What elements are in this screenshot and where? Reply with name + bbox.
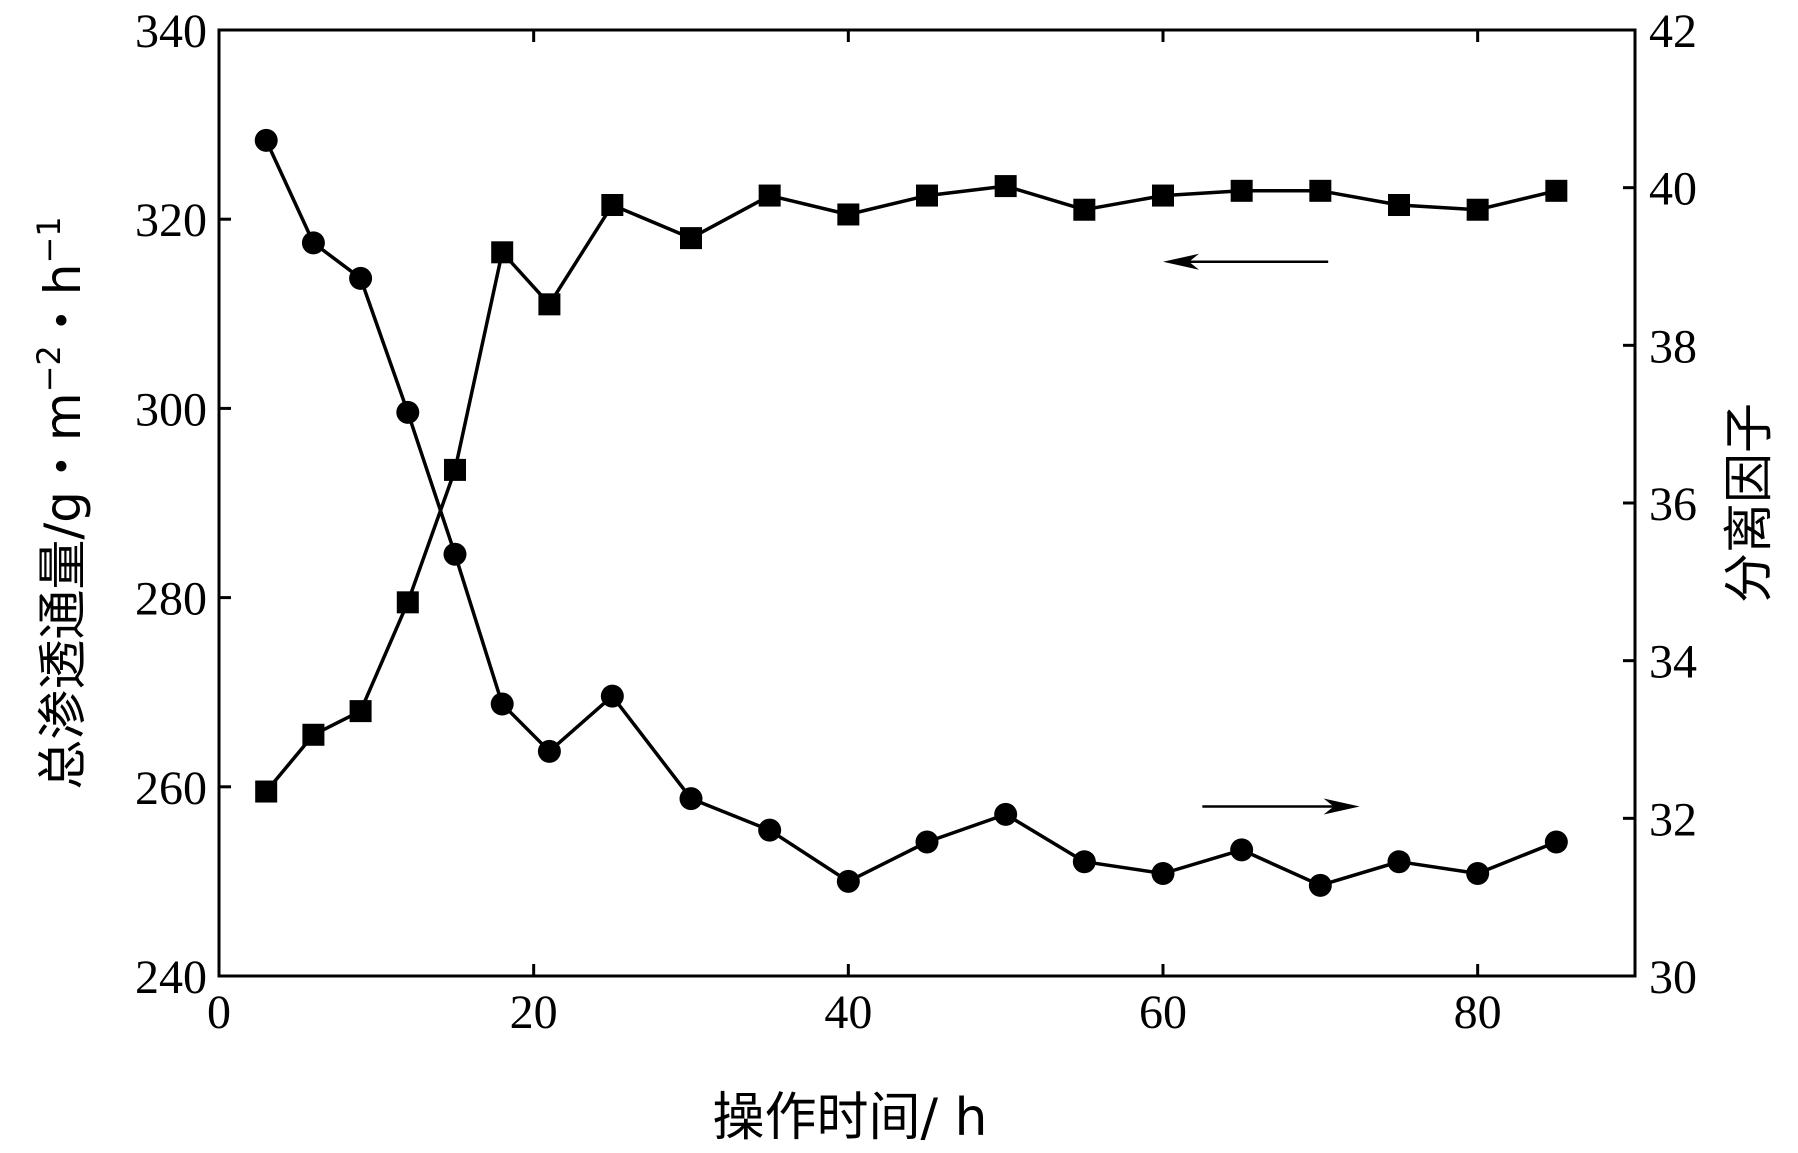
square-marker [255, 780, 278, 803]
right-arrow [1202, 798, 1360, 815]
square-marker [1230, 179, 1253, 202]
y-right-tick-label: 40 [1649, 163, 1697, 216]
square-marker [601, 194, 624, 217]
square-marker [758, 184, 781, 207]
circle-marker [396, 400, 420, 424]
square-marker [1545, 179, 1568, 202]
square-marker [491, 241, 514, 264]
square-marker [1388, 194, 1410, 217]
circle-marker [254, 128, 278, 152]
circle-marker [1072, 850, 1096, 874]
circle-marker [915, 830, 939, 854]
arrow-head [1323, 798, 1360, 815]
circle-marker [758, 818, 782, 842]
y-left-tick-label: 280 [135, 573, 207, 626]
y-right-tick-label: 30 [1649, 951, 1697, 1004]
left-arrow [1163, 253, 1329, 270]
arrow-head [1163, 253, 1199, 270]
left-axis-title-main: 总渗透通量/g・m [34, 392, 92, 789]
circle-marker [679, 787, 703, 811]
y-left-tick-label: 260 [135, 762, 207, 815]
square-marker [994, 175, 1017, 198]
square-marker [916, 184, 938, 207]
x-axis-title: 操作时间/ h [712, 1088, 987, 1148]
left-axis-title: 总渗透通量/g・m−2・h−1 [30, 216, 92, 789]
circle-marker [301, 231, 325, 255]
circle-marker [1544, 830, 1568, 854]
x-tick-label: 0 [207, 986, 231, 1039]
left-axis-title-sup1: −2 [30, 345, 68, 392]
left-axis-title-sup2: −1 [30, 216, 68, 263]
square-marker [538, 293, 561, 316]
square-marker [349, 700, 372, 723]
square-marker [302, 723, 325, 746]
x-tick-label: 20 [510, 986, 558, 1039]
left-axis-title-mid: ・h [34, 264, 92, 346]
axis-ticks [217, 28, 1635, 978]
square-marker [444, 458, 466, 481]
circle-marker [994, 802, 1018, 826]
circle-marker [349, 266, 373, 290]
y-left-tick-label: 340 [135, 5, 207, 58]
x-tick-label: 80 [1454, 986, 1502, 1039]
axis-tick-labels: 0 20 40 60 80 240 260 280 300 320 340 30 32 34 36 38 40 4… [135, 5, 1697, 1039]
square-marker [396, 591, 419, 614]
circle-marker [1308, 873, 1332, 897]
square-marker [1466, 198, 1489, 221]
circle-marker [1466, 862, 1490, 886]
circle-marker [836, 869, 860, 893]
series-markers [254, 128, 1568, 897]
circle-marker [490, 692, 514, 716]
y-right-tick-label: 34 [1649, 636, 1697, 689]
square-marker [837, 203, 860, 226]
square-marker [680, 227, 702, 250]
square-marker [1309, 179, 1332, 202]
circle-marker [600, 684, 624, 708]
square-marker [1152, 184, 1174, 207]
y-left-tick-label: 300 [135, 383, 207, 436]
square-marker [1073, 198, 1096, 221]
annotation-arrows [1163, 253, 1360, 815]
circle-marker [1230, 838, 1254, 862]
circle-marker [443, 542, 467, 566]
series-lines [264, 139, 1557, 888]
x-tick-label: 40 [824, 986, 872, 1039]
y-right-tick-label: 36 [1649, 478, 1697, 531]
series-0-line [264, 184, 1557, 793]
series-1-line [264, 139, 1557, 888]
y-left-tick-label: 320 [135, 194, 207, 247]
y-left-tick-label: 240 [135, 951, 207, 1004]
circle-marker [537, 739, 561, 763]
y-right-tick-label: 32 [1649, 793, 1697, 846]
circle-marker [1151, 862, 1175, 886]
right-axis-title: 分离因子 [1720, 403, 1778, 603]
x-tick-label: 60 [1139, 986, 1187, 1039]
y-right-tick-label: 38 [1649, 320, 1697, 373]
circle-marker [1387, 850, 1411, 874]
y-right-tick-label: 42 [1649, 5, 1697, 58]
